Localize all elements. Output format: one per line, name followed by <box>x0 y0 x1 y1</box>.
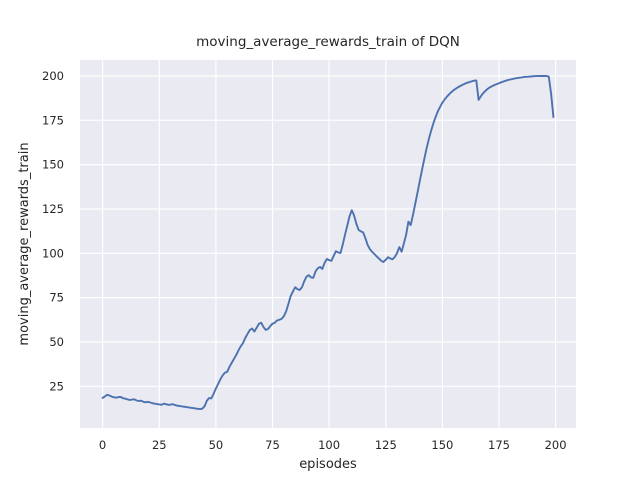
plot-area <box>80 60 576 428</box>
x-tick-label-100: 100 <box>318 438 340 452</box>
x-tick-label-175: 175 <box>488 438 510 452</box>
y-tick-labels: 25 50 75 100 125 150 175 200 <box>42 69 64 393</box>
y-tick-label-200: 200 <box>42 69 64 83</box>
y-tick-label-75: 75 <box>49 291 64 305</box>
x-tick-label-150: 150 <box>431 438 453 452</box>
y-tick-label-50: 50 <box>49 335 64 349</box>
series-line-0 <box>101 75 555 410</box>
y-axis-label: moving_average_rewards_train <box>17 142 32 345</box>
x-tick-label-125: 125 <box>375 438 397 452</box>
x-tick-label-25: 25 <box>152 438 167 452</box>
x-tick-label-75: 75 <box>265 438 280 452</box>
y-tick-label-100: 100 <box>42 246 64 260</box>
line-series <box>101 75 555 410</box>
x-tick-label-50: 50 <box>209 438 224 452</box>
y-tick-label-150: 150 <box>42 158 64 172</box>
x-tick-label-200: 200 <box>545 438 567 452</box>
y-tick-label-25: 25 <box>49 379 64 393</box>
y-tick-label-125: 125 <box>42 202 64 216</box>
x-axis-label: episodes <box>299 457 357 472</box>
x-tick-label-0: 0 <box>99 438 106 452</box>
y-tick-label-175: 175 <box>42 113 64 127</box>
gridlines <box>80 60 576 428</box>
chart-title: moving_average_rewards_train of DQN <box>196 34 460 50</box>
x-tick-labels: 0 25 50 75 100 125 150 175 200 <box>99 438 567 452</box>
